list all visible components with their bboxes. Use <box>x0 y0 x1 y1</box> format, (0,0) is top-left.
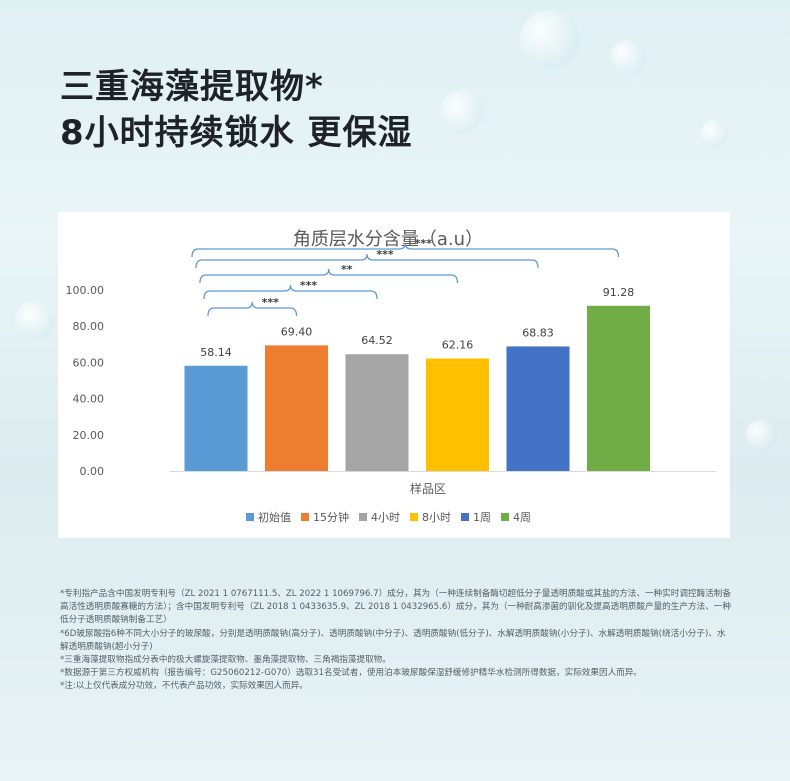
bar-2 <box>265 345 328 471</box>
bar-value-label: 62.16 <box>442 338 474 351</box>
significance-bracket-3 <box>199 268 459 284</box>
y-tick-label: 0.00 <box>80 465 105 478</box>
significance-label: *** <box>262 296 280 309</box>
significance-bracket-5 <box>191 242 620 258</box>
legend-swatch-5 <box>461 513 469 521</box>
page-headline: 三重海藻提取物* 8小时持续锁水 更保湿 <box>60 64 413 156</box>
moisture-bar-chart: 角质层水分含量（a.u） 0.00 20.00 40.00 60.00 80.00 100.… <box>66 229 716 524</box>
water-bubble-decoration <box>440 90 484 134</box>
bar-1 <box>184 365 248 471</box>
significance-label: ** <box>341 263 353 276</box>
headline-line-2: 8小时持续锁水 更保湿 <box>60 113 413 153</box>
bar-4 <box>426 358 489 471</box>
bar-5 <box>506 346 570 471</box>
significance-label: *** <box>376 248 394 261</box>
chart-title: 角质层水分含量（a.u） <box>293 229 483 250</box>
legend-label-3: 4小时 <box>371 511 400 524</box>
bar-value-label: 64.52 <box>361 334 393 347</box>
bar-value-label: 58.14 <box>200 346 232 359</box>
significance-label: *** <box>300 279 318 292</box>
legend-label-2: 15分钟 <box>313 510 349 524</box>
legend-swatch-6 <box>501 513 509 521</box>
legend-swatch-3 <box>359 513 367 521</box>
footnotes: *专利指产品含中国发明专利号（ZL 2021 1 0767111.5、ZL 20… <box>60 588 732 694</box>
legend-label-6: 4周 <box>513 511 531 524</box>
water-bubble-decoration <box>745 420 777 452</box>
footnote-6d-hyaluronic: *6D玻尿酸指6种不同大小分子的玻尿酸，分别是透明质酸钠(高分子)、透明质酸钠(… <box>60 628 726 652</box>
legend-label-1: 初始值 <box>258 510 291 524</box>
x-axis-label: 样品区 <box>410 481 446 496</box>
significance-label: *** <box>415 237 433 250</box>
y-tick-label: 20.00 <box>73 429 105 442</box>
legend-swatch-1 <box>246 513 254 521</box>
bar-value-label: 69.40 <box>281 325 313 338</box>
water-bubble-decoration <box>15 300 55 340</box>
moisture-chart-card: 角质层水分含量（a.u） 0.00 20.00 40.00 60.00 80.00 100.… <box>58 212 730 538</box>
bar-value-label: 91.28 <box>603 286 635 299</box>
footnote-disclaimer: *注:以上仅代表成分功效，不代表产品功效，实际效果因人而异。 <box>60 681 308 692</box>
y-tick-label: 100.00 <box>66 284 105 297</box>
significance-bracket-1 <box>207 301 298 317</box>
headline-line-1: 三重海藻提取物* <box>60 67 324 107</box>
bar-value-label: 68.83 <box>522 326 554 339</box>
y-tick-label: 40.00 <box>73 393 105 406</box>
footnote-patent: *专利指产品含中国发明专利号（ZL 2021 1 0767111.5、ZL 20… <box>60 589 731 626</box>
water-bubble-decoration <box>520 10 580 70</box>
legend-label-5: 1周 <box>473 511 491 524</box>
legend-swatch-2 <box>301 513 309 521</box>
legend-label-4: 8小时 <box>422 511 451 524</box>
legend-swatch-4 <box>410 513 418 521</box>
y-tick-label: 80.00 <box>73 320 105 333</box>
significance-bracket-4 <box>195 253 539 269</box>
significance-bracket-2 <box>203 284 378 300</box>
bar-3 <box>345 354 409 471</box>
water-bubble-decoration <box>610 40 646 76</box>
water-bubble-decoration <box>700 120 728 148</box>
y-tick-label: 60.00 <box>73 356 105 369</box>
bar-6 <box>587 305 650 471</box>
footnote-seaweed-extract: *三重海藻提取物指成分表中的极大螺旋藻提取物、墨角藻提取物、三角褐指藻提取物。 <box>60 655 391 666</box>
footnote-data-source: *数据源于第三方权威机构（报告编号：G25060212-G070）选取31名受试… <box>60 668 642 679</box>
